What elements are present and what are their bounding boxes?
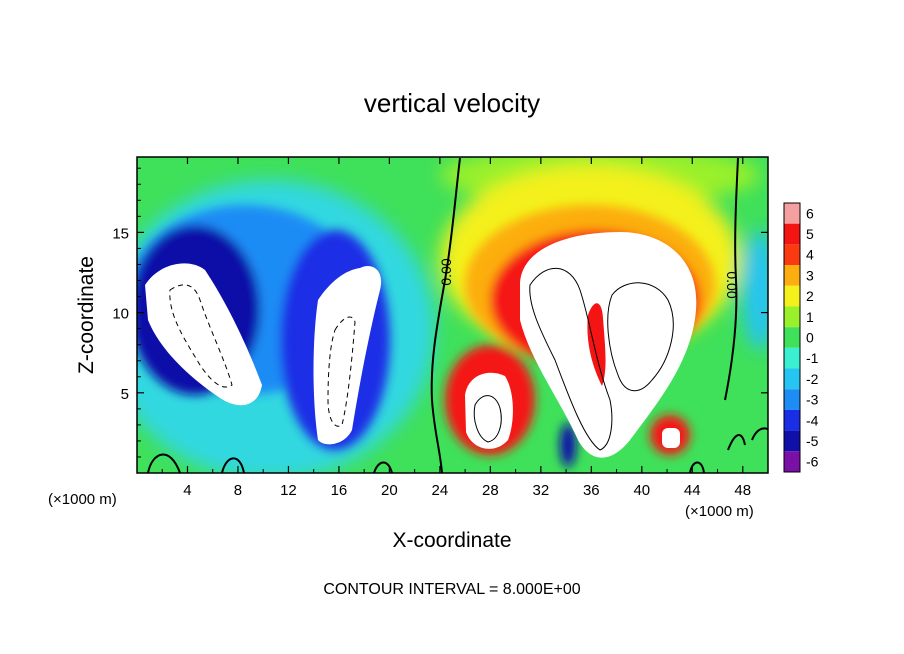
y-tick-label: 10 bbox=[112, 306, 129, 323]
x-tick-label: 8 bbox=[234, 482, 242, 499]
colorbar-swatch bbox=[784, 409, 800, 431]
colorbar-swatch bbox=[784, 203, 800, 224]
colorbar-swatch bbox=[784, 430, 800, 452]
field-right-cyan bbox=[742, 230, 768, 350]
x-tick-label: 24 bbox=[432, 482, 449, 499]
colorbar-swatch bbox=[784, 451, 800, 472]
x-tick-label: 4 bbox=[183, 482, 191, 499]
colorbar: 6 5 4 3 2 1 0 -1 -2 -3 -4 -5 -6 bbox=[783, 202, 819, 473]
x-axis-ticks: 4 8 12 16 20 24 28 32 36 40 44 48 bbox=[161, 157, 751, 499]
colorbar-label: -3 bbox=[806, 392, 819, 408]
colorbar-label: 4 bbox=[806, 247, 814, 263]
field-saturated-core bbox=[520, 232, 697, 458]
x-tick-label: 16 bbox=[331, 482, 348, 499]
plot-frame bbox=[136, 156, 769, 474]
field-saturated-small bbox=[662, 428, 680, 448]
colorbar-label: -6 bbox=[806, 454, 819, 470]
x-tick-label: 20 bbox=[381, 482, 398, 499]
field-saturated-low bbox=[465, 372, 513, 449]
x-tick-label: 28 bbox=[482, 482, 499, 499]
y-axis-label: Z-coordinate bbox=[75, 256, 98, 374]
colorbar-label: 1 bbox=[806, 309, 814, 325]
y-axis-ticks: 5 10 15 bbox=[112, 167, 768, 458]
field-contour-neg-mid bbox=[327, 316, 356, 427]
x-tick-label: 40 bbox=[633, 482, 650, 499]
colorbar-swatch bbox=[784, 347, 800, 369]
x-tick-label: 12 bbox=[280, 482, 297, 499]
colorbar-swatch bbox=[784, 368, 800, 390]
colorbar-swatch bbox=[784, 285, 800, 307]
field-downdraft-deep bbox=[560, 423, 576, 467]
colorbar-swatch bbox=[784, 244, 800, 266]
x-tick-label: 48 bbox=[734, 482, 751, 499]
x-tick-label: 44 bbox=[684, 482, 701, 499]
colorbar-label: -2 bbox=[806, 371, 819, 387]
field-contour-neg-left bbox=[169, 284, 233, 388]
velocity-field bbox=[137, 157, 768, 473]
x-unit-right: (×1000 m) bbox=[685, 503, 754, 520]
x-axis-label: X-coordinate bbox=[392, 529, 511, 552]
field-contour-zero-left bbox=[430, 157, 461, 473]
x-tick-label: 32 bbox=[532, 482, 549, 499]
chart-title: vertical velocity bbox=[364, 88, 540, 118]
colorbar-swatch bbox=[784, 306, 800, 328]
contour-label-zero-left: 0.00 bbox=[438, 258, 454, 285]
x-unit-left: (×1000 m) bbox=[48, 491, 117, 508]
field-inner-red-streak bbox=[587, 303, 606, 386]
colorbar-frame bbox=[783, 202, 801, 473]
colorbar-swatch bbox=[784, 389, 800, 410]
colorbar-swatch bbox=[784, 265, 800, 286]
colorbar-label: 6 bbox=[806, 205, 814, 221]
colorbar-label: 0 bbox=[806, 330, 814, 346]
x-tick-label: 36 bbox=[583, 482, 600, 499]
field-contour-pos-core bbox=[529, 267, 613, 451]
field-saturated-mid bbox=[313, 266, 382, 445]
y-tick-label: 5 bbox=[121, 386, 129, 403]
contour-label-zero-right: 0.00 bbox=[724, 271, 740, 298]
field-contour-zero-right bbox=[724, 157, 739, 401]
colorbar-label: -4 bbox=[806, 412, 819, 428]
colorbar-label: -5 bbox=[806, 433, 819, 449]
field-contour-pos-low bbox=[473, 395, 502, 443]
colorbar-label: -1 bbox=[806, 350, 819, 366]
colorbar-swatch bbox=[784, 223, 800, 245]
field-saturated-left bbox=[145, 263, 262, 406]
y-tick-label: 15 bbox=[112, 225, 129, 242]
colorbar-label: 3 bbox=[806, 267, 814, 283]
field-contour-bottom-hills bbox=[147, 427, 768, 473]
colorbar-label: 5 bbox=[806, 226, 814, 242]
colorbar-label: 2 bbox=[806, 288, 814, 304]
contour-interval-note: CONTOUR INTERVAL = 8.000E+00 bbox=[323, 581, 580, 598]
field-contour-pos-right bbox=[607, 282, 674, 392]
colorbar-swatch bbox=[784, 327, 800, 348]
